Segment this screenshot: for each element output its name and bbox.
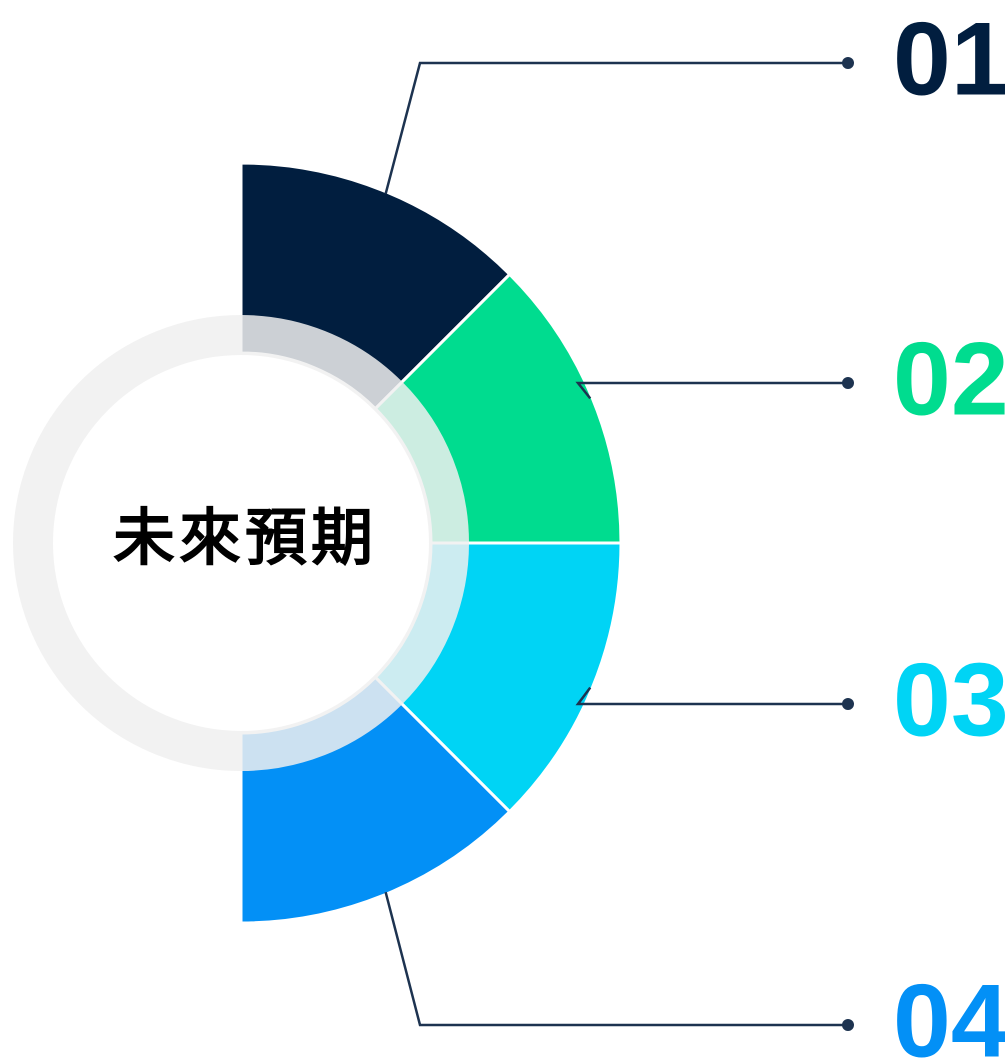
leader-dot bbox=[842, 57, 854, 69]
item-number: 04 bbox=[893, 963, 1005, 1064]
ring bbox=[13, 315, 469, 771]
leader-line bbox=[575, 686, 848, 706]
leader-dot bbox=[842, 1019, 854, 1031]
center-label: 未來預期 bbox=[113, 505, 377, 573]
item-number: 02 bbox=[893, 321, 1005, 437]
leader-dot bbox=[842, 377, 854, 389]
leader-line bbox=[575, 381, 848, 400]
item-number: 03 bbox=[893, 642, 1005, 758]
leader-line bbox=[384, 61, 848, 195]
leaders: 01 02 03 04 bbox=[384, 1, 1005, 1064]
leader-dot bbox=[842, 698, 854, 710]
item-number: 01 bbox=[893, 1, 1005, 117]
leader-line bbox=[384, 891, 848, 1027]
